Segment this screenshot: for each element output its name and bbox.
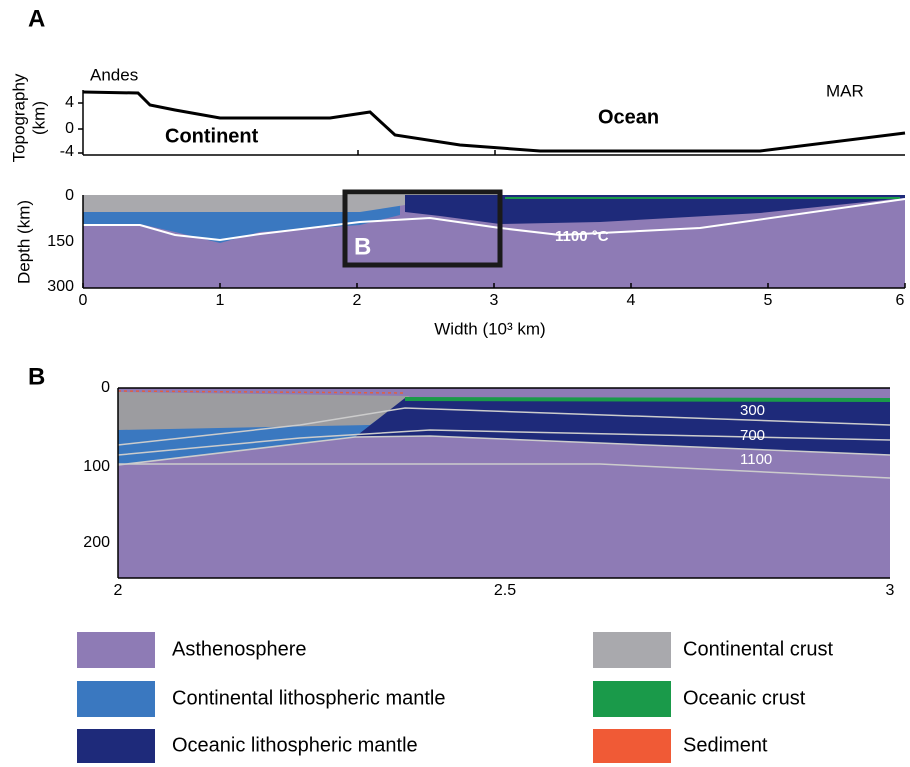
y-tick-label: 150 <box>47 233 74 250</box>
x-tick-label: 0 <box>79 292 88 309</box>
y-tick-label: 0 <box>101 379 110 396</box>
legend-label: Continental lithospheric mantle <box>172 687 446 709</box>
figure: A Andes Continent Ocean MAR Topography (… <box>0 0 910 767</box>
legend-label: Continental crust <box>683 638 834 660</box>
inset-label: B <box>354 233 371 260</box>
x-tick-label: 3 <box>490 292 499 309</box>
isotherm-label: 1100 °C <box>555 228 609 245</box>
x-axis-label: Width (10³ km) <box>434 319 545 338</box>
legend: Asthenosphere Continental lithospheric m… <box>77 632 834 763</box>
legend-label: Oceanic lithospheric mantle <box>172 734 418 756</box>
y-axis-label: (km) <box>29 101 48 135</box>
x-tick-label: 2.5 <box>494 582 516 599</box>
legend-swatch <box>593 632 671 668</box>
legend-label: Asthenosphere <box>172 638 307 660</box>
x-tick-label: 2 <box>353 292 362 309</box>
oceanic-crust <box>405 399 890 400</box>
legend-swatch <box>593 681 671 717</box>
y-tick-label: 300 <box>47 278 74 295</box>
legend-swatch <box>77 632 155 668</box>
x-tick-label: 2 <box>114 582 123 599</box>
y-tick-label: -4 <box>60 143 74 160</box>
continental-crust <box>83 195 405 212</box>
legend-swatch <box>77 729 155 763</box>
annotation: Andes <box>90 65 138 84</box>
legend-label: Oceanic crust <box>683 687 806 709</box>
annotation: Ocean <box>598 106 659 128</box>
y-tick-label: 200 <box>83 534 110 551</box>
x-tick-label: 5 <box>764 292 773 309</box>
legend-swatch <box>593 729 671 763</box>
isotherm-label: 700 <box>740 427 765 444</box>
annotation: Continent <box>165 125 259 147</box>
panel-label: B <box>28 363 45 390</box>
y-tick-label: 100 <box>83 458 110 475</box>
annotation: MAR <box>826 81 864 100</box>
continental-crust <box>118 392 410 430</box>
y-axis-label: Depth (km) <box>14 200 33 284</box>
isotherm-label: 300 <box>740 402 765 419</box>
x-tick-label: 6 <box>896 292 905 309</box>
isotherm-label: 1100 <box>740 451 772 468</box>
y-axis-label: Topography <box>9 73 28 162</box>
x-tick-label: 3 <box>886 582 895 599</box>
y-tick-label: 0 <box>65 120 74 137</box>
y-tick-label: 0 <box>65 187 74 204</box>
panel-label: A <box>28 5 45 32</box>
y-tick-label: 4 <box>65 94 74 111</box>
legend-label: Sediment <box>683 734 768 756</box>
x-tick-label: 4 <box>627 292 636 309</box>
x-tick-label: 1 <box>216 292 225 309</box>
legend-swatch <box>77 681 155 717</box>
